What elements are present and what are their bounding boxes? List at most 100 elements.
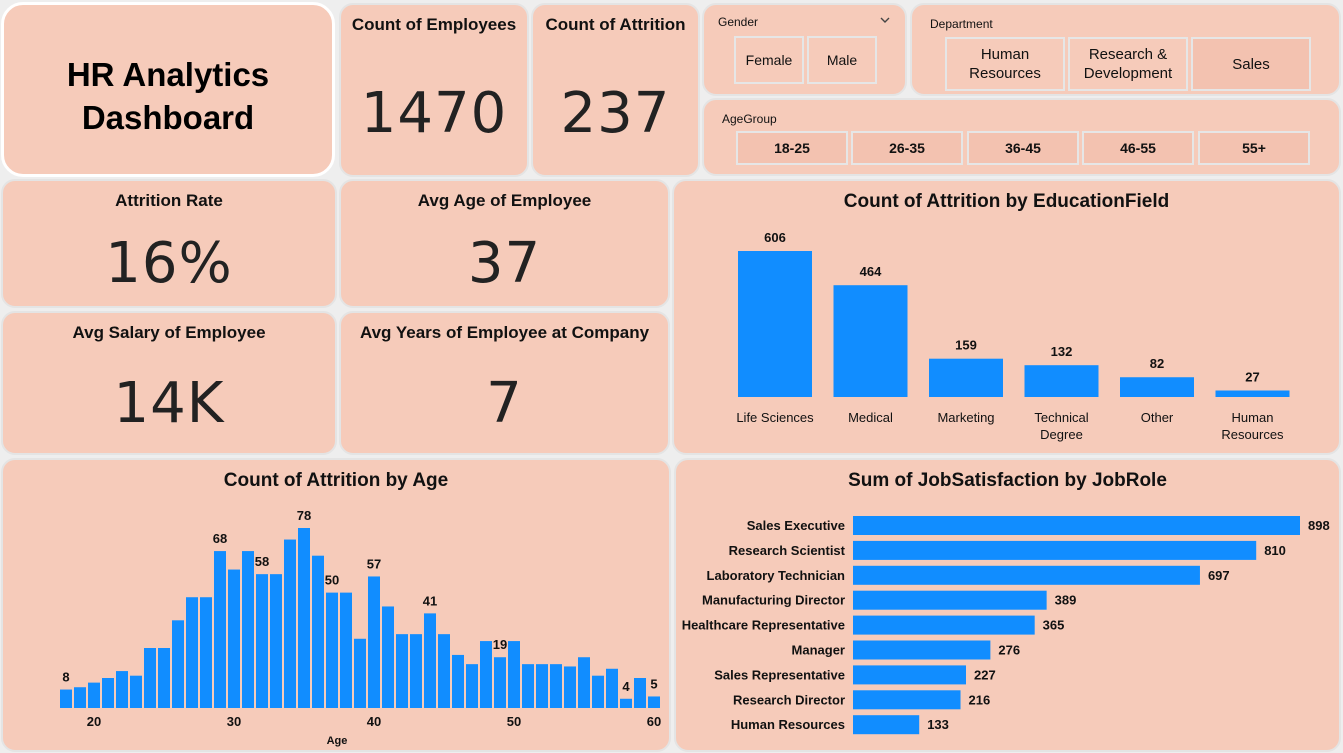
kpi-value: 14K xyxy=(113,371,225,436)
education-bar xyxy=(1215,390,1290,397)
gender-slicer: Gender Female Male xyxy=(702,3,907,96)
category-label: Human xyxy=(1232,410,1274,425)
kpi-label: Attrition Rate xyxy=(115,191,223,210)
jobrole-bar xyxy=(853,665,966,685)
agegroup-option-18-25[interactable]: 18-25 xyxy=(736,131,848,165)
age-bar xyxy=(382,606,394,708)
department-option-sales[interactable]: Sales xyxy=(1191,37,1311,91)
data-label: 365 xyxy=(1043,618,1065,633)
x-axis-label: Age xyxy=(327,735,348,747)
agegroup-option-26-35[interactable]: 26-35 xyxy=(851,131,963,165)
title-card: HR Analytics Dashboard xyxy=(1,2,335,177)
slicer-title: AgeGroup xyxy=(722,112,777,126)
age-chart: 8 68 58 78 50 57 41 19 4 5 20 30 40 50 60 Age xyxy=(60,508,661,747)
kpi-count-employees-card: Count of Employees 1470 xyxy=(339,3,529,177)
x-tick-label: 40 xyxy=(367,714,381,729)
kpi-avg-salary-card: Avg Salary of Employee 14K xyxy=(1,311,337,455)
age-bar xyxy=(284,539,296,708)
data-label: 898 xyxy=(1308,518,1330,533)
jobrole-bar xyxy=(853,565,1200,585)
data-label: 216 xyxy=(969,692,991,707)
gender-option-male[interactable]: Male xyxy=(807,36,877,84)
age-bar xyxy=(214,551,226,708)
data-label: 227 xyxy=(974,667,996,682)
agegroup-option-46-55[interactable]: 46-55 xyxy=(1082,131,1194,165)
education-field-chart: 606 Life Sciences 464 Medical 159 Marketing 13… xyxy=(736,230,1290,442)
jobrole-bar xyxy=(853,516,1300,535)
department-option-human-resources[interactable]: Human Resources xyxy=(945,37,1065,91)
chevron-down-icon[interactable] xyxy=(879,15,891,25)
category-label: Manufacturing Director xyxy=(702,593,845,608)
age-bar xyxy=(438,634,450,708)
education-bar xyxy=(929,358,1003,397)
age-bar xyxy=(60,689,72,708)
jobrole-bar xyxy=(853,690,961,710)
data-label: 78 xyxy=(297,508,311,523)
age-bar xyxy=(606,668,618,708)
data-label: 27 xyxy=(1245,369,1259,384)
age-bar xyxy=(564,666,576,708)
age-bar xyxy=(354,638,366,708)
age-bar xyxy=(158,648,170,708)
agegroup-option-55-plus[interactable]: 55+ xyxy=(1198,131,1310,165)
age-bar xyxy=(368,576,380,708)
age-bar xyxy=(466,664,478,708)
data-label: 8 xyxy=(62,670,69,685)
department-option-research-development[interactable]: Research & Development xyxy=(1068,37,1188,91)
category-label: Research Scientist xyxy=(729,543,846,558)
age-bar xyxy=(648,696,660,708)
age-bar xyxy=(634,678,646,708)
jobrole-chart-card: Sum of JobSatisfaction by JobRole Sales … xyxy=(674,458,1341,752)
dashboard-title: HR Analytics Dashboard xyxy=(66,56,270,136)
age-bar xyxy=(298,528,310,708)
age-bar xyxy=(102,678,114,708)
category-label: Resources xyxy=(1221,427,1284,442)
data-label: 41 xyxy=(423,593,437,608)
kpi-value: 16% xyxy=(105,231,233,296)
slicer-title: Department xyxy=(930,17,993,31)
data-label: 132 xyxy=(1051,344,1073,359)
age-bar xyxy=(326,592,338,708)
agegroup-slicer: AgeGroup 18-25 26-35 36-45 46-55 55+ xyxy=(702,98,1341,176)
kpi-attrition-rate-card: Attrition Rate 16% xyxy=(1,179,337,308)
age-bar xyxy=(522,664,534,708)
data-label: 50 xyxy=(325,573,339,588)
education-bar xyxy=(833,285,908,397)
age-bar xyxy=(620,698,632,708)
kpi-value: 7 xyxy=(486,371,523,436)
data-label: 5 xyxy=(650,676,657,691)
slicer-title: Gender xyxy=(718,15,759,29)
category-label: Research Director xyxy=(733,692,845,707)
age-bar xyxy=(74,687,86,708)
age-bar xyxy=(550,664,562,708)
category-label: Human Resources xyxy=(731,717,845,732)
age-bar xyxy=(578,657,590,708)
category-label: Sales Representative xyxy=(714,667,845,682)
kpi-label: Avg Years of Employee at Company xyxy=(359,323,650,342)
x-tick-label: 60 xyxy=(647,714,661,729)
category-label: Sales Executive xyxy=(747,518,845,533)
jobrole-chart: Sales Executive 898 Research Scientist 810 L… xyxy=(682,516,1330,735)
chart-title: Sum of JobSatisfaction by JobRole xyxy=(848,470,1167,491)
category-label: Technical xyxy=(1034,410,1088,425)
x-tick-label: 20 xyxy=(87,714,101,729)
age-bar xyxy=(88,682,100,708)
data-label: 464 xyxy=(860,264,882,279)
jobrole-bar xyxy=(853,590,1047,610)
age-bar xyxy=(186,597,198,708)
age-bar xyxy=(536,664,548,708)
age-bar xyxy=(242,551,254,708)
age-chart-card: Count of Attrition by Age 8 68 58 78 50 57 41 1… xyxy=(1,458,671,752)
department-slicer: Department Human Resources Research & De… xyxy=(910,3,1341,96)
education-bar xyxy=(1024,365,1099,397)
jobrole-bar xyxy=(853,640,991,660)
gender-option-female[interactable]: Female xyxy=(734,36,804,84)
age-bar xyxy=(172,620,184,708)
kpi-avg-age-card: Avg Age of Employee 37 xyxy=(339,179,670,308)
age-bar xyxy=(144,648,156,708)
jobrole-bar xyxy=(853,715,920,735)
kpi-label: Avg Age of Employee xyxy=(417,191,592,210)
data-label: 58 xyxy=(255,554,269,569)
education-field-chart-card: Count of Attrition by EducationField 606… xyxy=(672,179,1341,455)
agegroup-option-36-45[interactable]: 36-45 xyxy=(967,131,1079,165)
